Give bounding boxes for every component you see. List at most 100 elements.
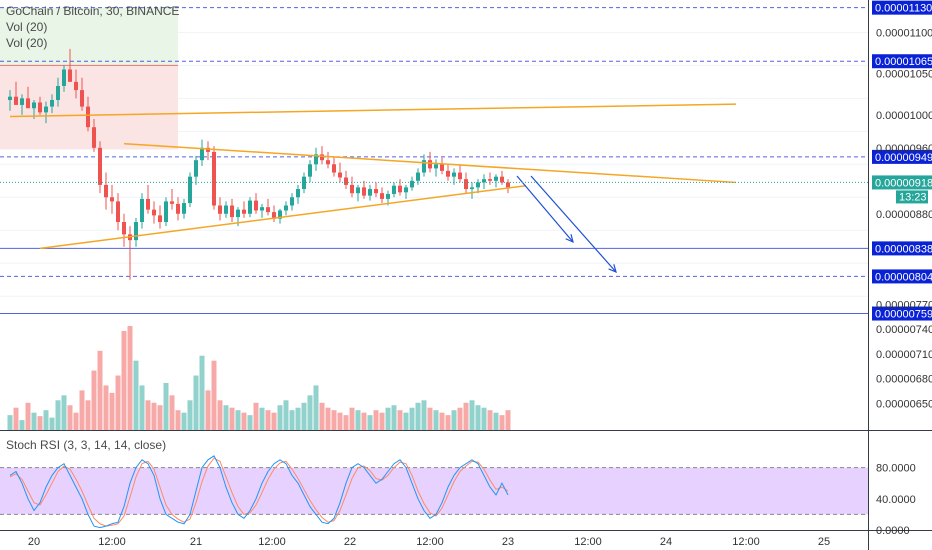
trendline-descending-upper: [123, 142, 737, 184]
stoch-rsi-label: Stoch RSI (3, 3, 14, 14, close): [6, 438, 167, 452]
trendline-ascending-lower: [39, 184, 527, 250]
volume-bar: [247, 415, 253, 430]
volume-bar: [229, 407, 235, 430]
volume-bar: [499, 415, 505, 430]
price-tick-label: 0.00000960: [876, 143, 932, 155]
candle-body: [62, 69, 66, 86]
time-tick-label: 20: [28, 536, 40, 548]
candle-body: [32, 102, 36, 109]
volume-bar: [505, 410, 511, 430]
candle-body: [482, 179, 486, 183]
countdown-badge: [896, 190, 928, 204]
volume-bar: [367, 415, 373, 430]
candle-body: [146, 198, 150, 210]
candle-body: [308, 164, 312, 177]
volume-bar: [277, 405, 283, 430]
volume-bar: [361, 412, 367, 430]
volume-bar: [265, 410, 271, 430]
volume-bar: [217, 400, 223, 430]
level-badge: [872, 306, 932, 321]
volume-bar: [373, 410, 379, 430]
trendline-resistance-long: [9, 103, 737, 118]
volume-bar: [481, 407, 487, 430]
last-price-label: 0.00000918: [875, 177, 932, 189]
volume-bar: [349, 407, 355, 430]
candle-body: [182, 203, 186, 214]
candle-body: [368, 189, 372, 196]
candle-body: [68, 69, 72, 82]
candle-body: [122, 222, 126, 235]
price-tick-label: 0.00000880: [876, 209, 932, 221]
rsi-d-line: [9, 457, 509, 527]
last-price-badge: [872, 175, 932, 190]
candle-body: [296, 189, 300, 198]
candle-body: [428, 160, 432, 169]
volume-bar: [445, 415, 451, 430]
time-tick-label: 12:00: [416, 536, 444, 548]
candle-body: [362, 187, 366, 196]
volume-bars: [7, 326, 511, 430]
candle-body: [74, 81, 78, 91]
level-badge: [872, 241, 932, 256]
candle-body: [446, 170, 450, 177]
candle-body: [266, 207, 270, 213]
candle-body: [20, 98, 24, 105]
volume-bar: [133, 360, 139, 430]
volume-bar: [91, 370, 97, 430]
candle-body: [464, 179, 468, 190]
volume-bar: [31, 412, 37, 430]
volume-bar: [145, 400, 151, 430]
candle-body: [116, 201, 120, 223]
volume-bar: [259, 407, 265, 430]
volume-bar: [325, 407, 331, 430]
volume-bar: [7, 415, 13, 430]
candle-body: [110, 197, 114, 202]
volume-bar: [457, 407, 463, 430]
candle-body: [350, 184, 354, 194]
candle-body: [320, 154, 324, 161]
time-tick-label: 23: [502, 536, 514, 548]
candle-body: [92, 127, 96, 148]
candle-body: [134, 222, 138, 241]
volume-bar: [475, 405, 481, 430]
volume-bar: [409, 407, 415, 430]
volume-bar: [151, 402, 157, 430]
candle-body: [200, 147, 204, 161]
candle-body: [392, 185, 396, 194]
candle-body: [284, 205, 288, 211]
horizontal-levels: 0.00001130 0.00001065 0.00000949 0.00000838…: [0, 0, 932, 321]
volume-bar: [379, 412, 385, 430]
volume-bar: [385, 407, 391, 430]
volume-bar: [469, 400, 475, 430]
volume-bar: [25, 402, 31, 430]
projection-arrow-shaft: [516, 175, 574, 243]
candle-body: [398, 185, 402, 193]
volume-bar: [439, 412, 445, 430]
level-badge: [872, 54, 932, 69]
volume-bar: [211, 360, 217, 430]
price-tick-label: 0.00001050: [876, 69, 932, 81]
candle-body: [410, 180, 414, 188]
volume-bar: [271, 412, 277, 430]
candle-body: [356, 187, 360, 194]
volume-legend-1: Vol (20): [6, 20, 48, 34]
candle-body: [242, 209, 246, 214]
volume-bar: [205, 390, 211, 430]
level-badge: [872, 0, 932, 15]
price-axis: 0.00001100 0.00001050 0.00001000 0.00000960…: [876, 27, 932, 410]
chart-title: GoChain / Bitcoin, 30, BINANCE: [6, 4, 180, 18]
level-badge-label: 0.00001130: [875, 3, 932, 15]
volume-bar: [301, 402, 307, 430]
time-tick-label: 12:00: [574, 536, 602, 548]
candle-body: [488, 179, 492, 181]
candle-body: [500, 176, 504, 183]
candle-body: [404, 187, 408, 193]
price-tick-label: 0.00000680: [876, 374, 932, 386]
volume-bar: [13, 407, 19, 430]
time-tick-label: 21: [190, 536, 202, 548]
candle-body: [170, 201, 174, 204]
volume-bar: [307, 395, 313, 430]
volume-bar: [343, 415, 349, 430]
candle-body: [152, 209, 156, 216]
